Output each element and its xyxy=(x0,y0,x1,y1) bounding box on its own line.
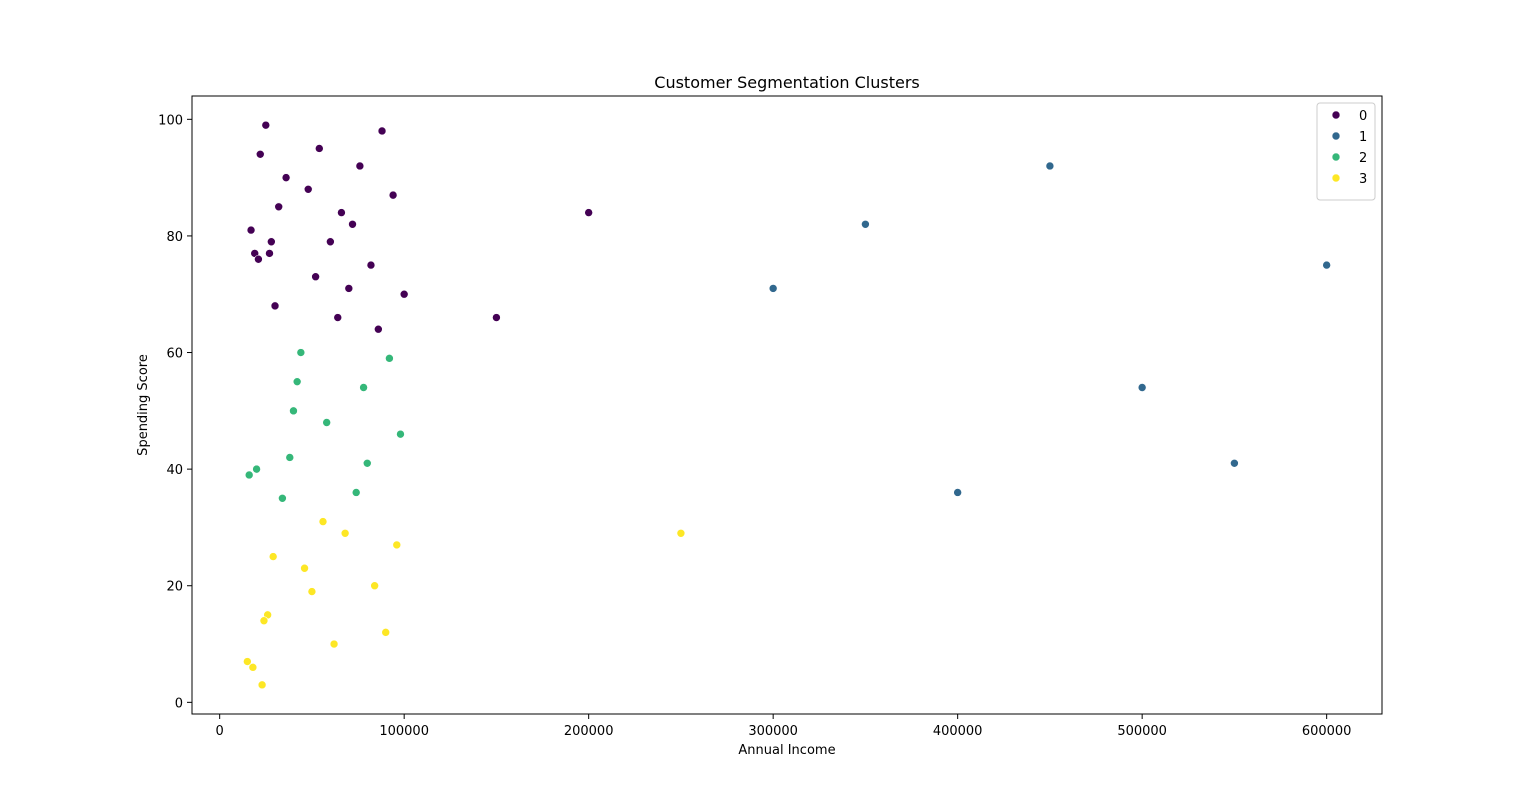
legend-marker xyxy=(1331,173,1341,183)
y-tick-label: 100 xyxy=(158,113,183,128)
data-point xyxy=(344,284,354,293)
legend-marker xyxy=(1331,110,1341,120)
series-2 xyxy=(244,348,405,503)
data-point xyxy=(267,237,276,247)
data-point xyxy=(337,208,346,217)
data-point xyxy=(370,581,379,591)
data-point xyxy=(257,680,267,690)
data-point xyxy=(315,144,324,153)
data-point xyxy=(296,348,306,357)
data-point xyxy=(584,208,593,217)
series-3 xyxy=(243,517,686,690)
data-point xyxy=(385,354,394,363)
data-point xyxy=(1045,161,1055,171)
data-point xyxy=(381,628,391,637)
data-point xyxy=(861,219,870,229)
data-point xyxy=(359,383,368,392)
x-tick-label: 600000 xyxy=(1302,724,1352,739)
data-point xyxy=(243,657,252,666)
series-0 xyxy=(246,120,593,334)
y-tick-label: 0 xyxy=(175,696,183,711)
data-point xyxy=(268,552,278,561)
data-point xyxy=(289,406,298,416)
data-point xyxy=(326,237,335,247)
data-point xyxy=(303,184,313,194)
y-tick-label: 20 xyxy=(166,580,183,595)
legend: 0 1 2 3 xyxy=(1316,102,1376,201)
x-tick-label: 400000 xyxy=(933,724,983,739)
x-tick-label: 500000 xyxy=(1117,724,1167,739)
data-point xyxy=(676,528,686,538)
data-point xyxy=(355,161,365,171)
legend-marker xyxy=(1331,131,1341,141)
data-point xyxy=(322,418,331,427)
data-point xyxy=(254,254,263,264)
data-point xyxy=(318,517,328,526)
data-point xyxy=(244,470,254,480)
data-point xyxy=(396,429,405,439)
data-point xyxy=(351,488,361,497)
data-point xyxy=(768,284,778,293)
data-point xyxy=(259,616,269,626)
y-tick-label: 80 xyxy=(166,230,183,245)
data-point xyxy=(333,313,343,322)
x-tick-label: 0 xyxy=(216,724,224,739)
data-point xyxy=(348,219,357,229)
y-axis: 0 20 40 60 80 100 xyxy=(158,113,192,711)
data-point xyxy=(374,324,383,334)
data-point xyxy=(388,190,398,200)
data-point xyxy=(274,202,284,212)
x-axis: 0 100000 200000 300000 400000 500000 600000 xyxy=(216,714,1352,739)
plot-frame xyxy=(191,95,1383,715)
x-tick-label: 200000 xyxy=(564,724,614,739)
data-point xyxy=(1137,383,1147,392)
data-point xyxy=(329,639,339,649)
data-point xyxy=(307,587,317,596)
x-tick-label: 100000 xyxy=(379,724,429,739)
data-point xyxy=(285,453,295,462)
legend-label: 2 xyxy=(1359,151,1367,166)
data-point xyxy=(281,173,291,182)
data-point xyxy=(255,150,265,159)
chart-title: Customer Segmentation Clusters xyxy=(654,73,919,92)
data-point xyxy=(248,663,258,672)
data-point xyxy=(278,493,287,503)
x-tick-label: 300000 xyxy=(748,724,798,739)
data-point xyxy=(311,272,320,282)
legend-label: 1 xyxy=(1359,130,1367,145)
y-tick-label: 40 xyxy=(166,463,183,478)
data-point xyxy=(340,528,350,538)
data-point xyxy=(261,120,271,130)
data-point xyxy=(492,313,501,322)
data-point xyxy=(300,563,309,573)
series-1 xyxy=(768,161,1331,497)
data-point xyxy=(1230,459,1239,468)
data-point xyxy=(399,289,409,299)
data-point xyxy=(366,260,376,270)
data-point xyxy=(953,488,962,497)
y-axis-label: Spending Score xyxy=(136,354,151,456)
x-axis-label: Annual Income xyxy=(738,743,835,758)
y-tick-label: 60 xyxy=(166,347,183,362)
data-point xyxy=(392,540,402,550)
data-point xyxy=(270,301,280,311)
legend-box xyxy=(1316,102,1376,201)
legend-marker xyxy=(1331,152,1341,162)
plot-area xyxy=(243,120,1331,690)
data-point xyxy=(292,377,302,386)
data-point xyxy=(377,126,387,136)
data-point xyxy=(265,249,274,258)
data-point xyxy=(252,464,261,474)
legend-label: 0 xyxy=(1359,109,1367,124)
data-point xyxy=(246,225,256,235)
data-point xyxy=(1322,260,1331,270)
data-point xyxy=(362,459,372,468)
legend-label: 3 xyxy=(1359,172,1367,187)
